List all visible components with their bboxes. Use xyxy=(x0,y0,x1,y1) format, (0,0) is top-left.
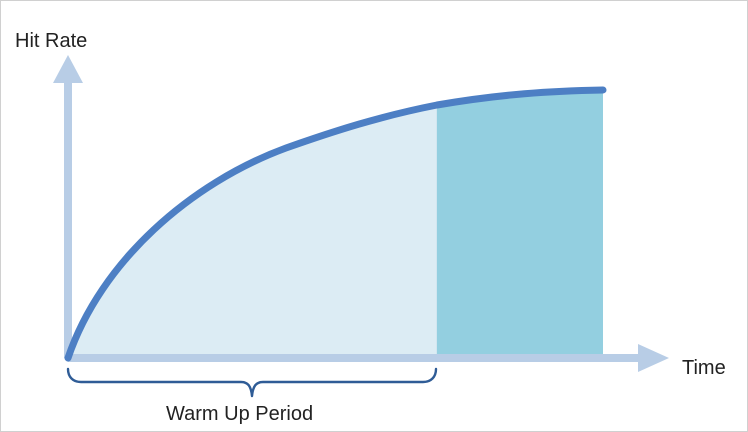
warmup-brace xyxy=(66,367,438,398)
warmup-area xyxy=(68,104,438,359)
x-axis-arrow xyxy=(638,344,669,372)
steady-state-area xyxy=(437,90,603,358)
warmup-period-label: Warm Up Period xyxy=(166,403,314,425)
y-axis-label: Hit Rate xyxy=(15,30,88,52)
hit-rate-curve xyxy=(64,86,607,362)
y-axis-arrow xyxy=(53,55,83,83)
x-axis-label: Time xyxy=(682,357,726,379)
